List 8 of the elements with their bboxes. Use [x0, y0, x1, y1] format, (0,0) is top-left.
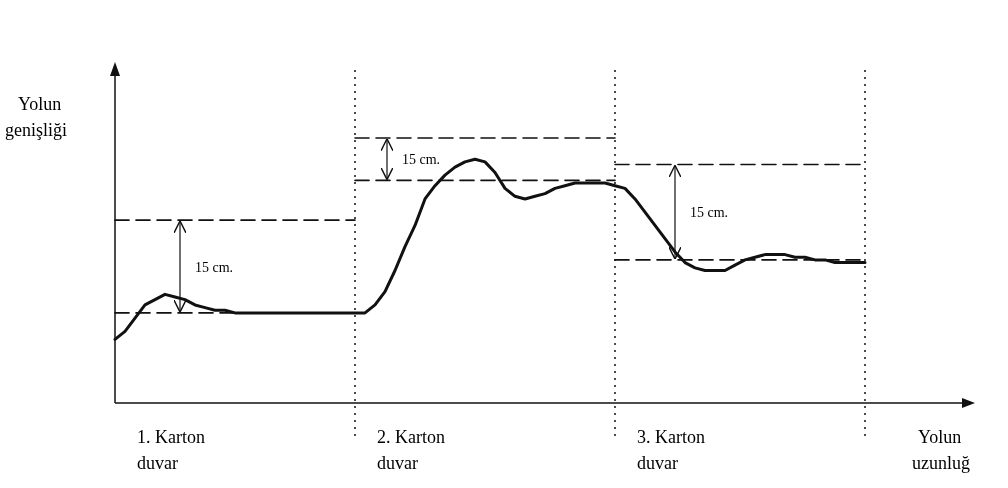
x-axis-title: Yolun uzunluğ [912, 427, 970, 473]
text: 2. Karton duvar [377, 427, 445, 473]
annotation: 15 cm. [402, 152, 441, 168]
annotation: 15 cm. [195, 259, 234, 275]
y-axis-title: Yolun genişliği [5, 94, 67, 140]
text: 1. Karton duvar [137, 427, 205, 473]
annotation: 15 cm. [690, 205, 729, 221]
text: 3. Karton duvar [637, 427, 705, 473]
